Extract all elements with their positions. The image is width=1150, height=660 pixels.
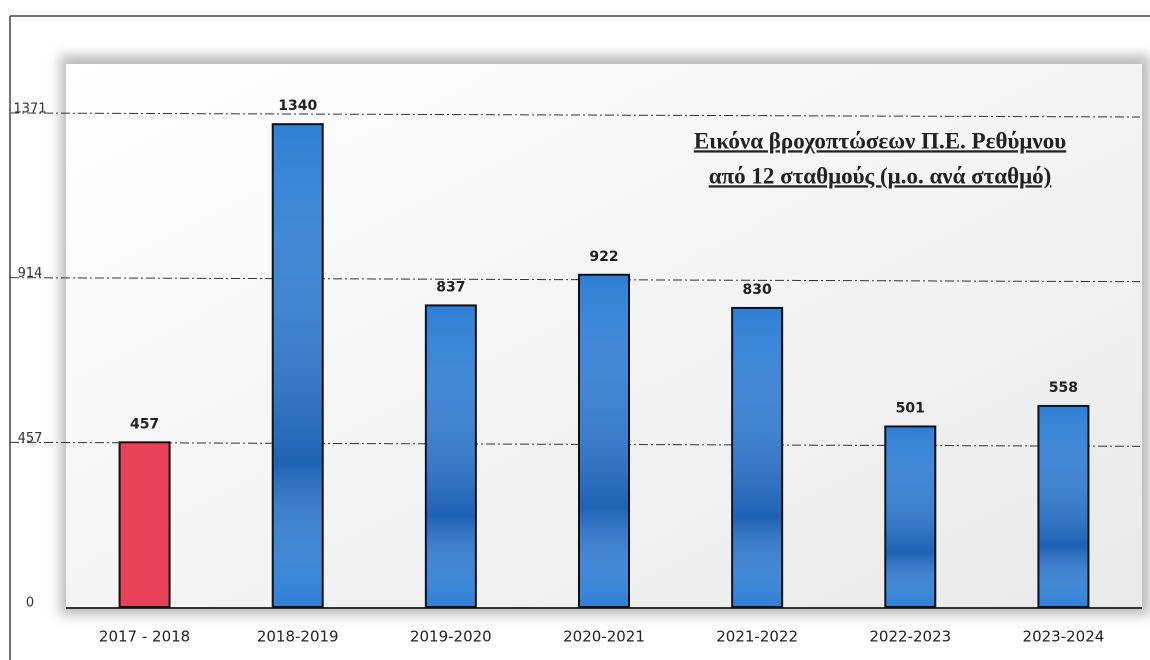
bar-shade: [580, 275, 628, 606]
value-label: 830: [743, 282, 772, 298]
bar-shade: [426, 306, 475, 606]
x-tick-label: 2022-2023: [869, 628, 951, 646]
x-tick-label: 2018-2019: [257, 628, 339, 646]
x-tick-label: 2020-2021: [563, 628, 645, 646]
x-tick-label: 2019-2020: [410, 628, 492, 646]
value-label: 558: [1049, 380, 1078, 396]
y-tick-label: 0: [26, 596, 34, 611]
bar-shade: [886, 427, 935, 606]
value-label: 501: [896, 400, 925, 416]
value-label: 1340: [278, 98, 317, 114]
bar: [118, 441, 171, 609]
grid-line: [9, 112, 1141, 118]
value-label: 837: [436, 279, 465, 295]
chart-title: Εικόνα βροχοπτώσεων Π.Ε. Ρεθύμνου: [694, 128, 1066, 153]
y-tick-label: 457: [18, 431, 43, 446]
bar-shade: [733, 308, 782, 606]
x-tick-label: 2021-2022: [716, 628, 798, 646]
y-tick-label: 914: [18, 266, 43, 281]
value-label: 922: [589, 249, 618, 265]
x-tick-label: 2023-2024: [1023, 628, 1105, 646]
x-tick-label: 2017 - 2018: [99, 628, 190, 646]
y-tick-label: 1371: [13, 102, 46, 117]
bar-shade: [273, 125, 322, 606]
bar-shade: [1039, 406, 1088, 606]
chart-title: από 12 σταθμούς (μ.ο. ανά σταθμό): [709, 163, 1052, 188]
value-label: 457: [130, 416, 159, 432]
grid-line: [9, 277, 1141, 283]
grid-line: [9, 441, 1141, 447]
